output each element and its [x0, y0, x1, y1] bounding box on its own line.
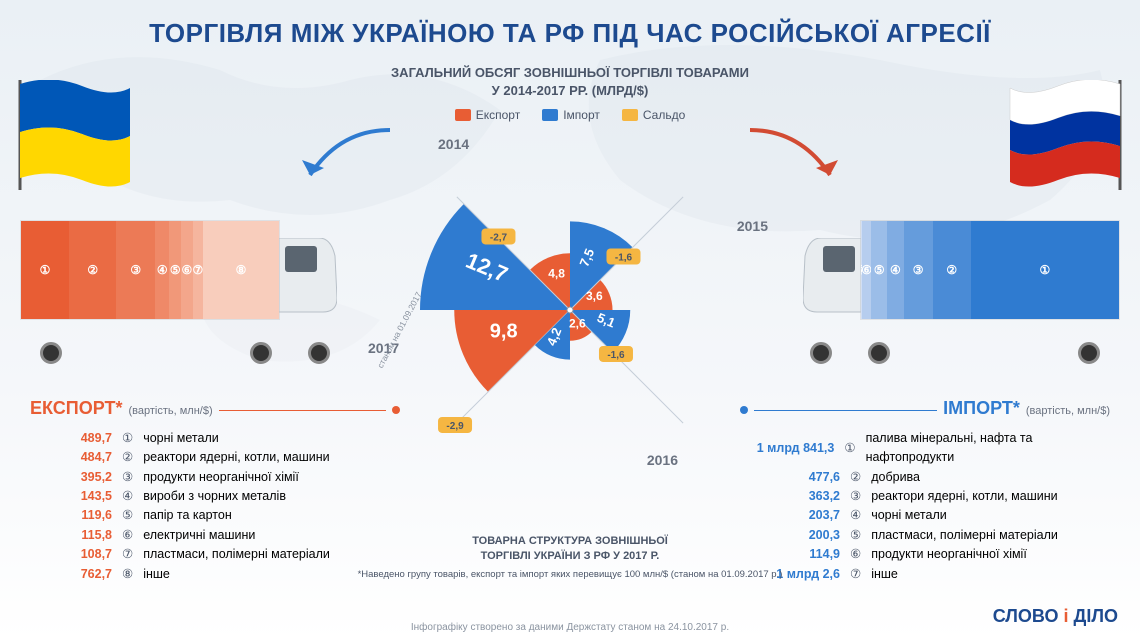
list-label: добрива: [871, 468, 920, 487]
list-label: чорні метали: [143, 429, 219, 448]
legend-saldo-swatch: [622, 109, 638, 121]
list-label: реактори ядерні, котли, машини: [871, 487, 1057, 506]
polar-chart: 12,79,8-2,97,54,8-2,75,13,6-1,64,22,6-1,…: [390, 130, 750, 490]
list-item: 489,7 ① чорні метали: [30, 429, 400, 448]
list-index: ①: [122, 429, 133, 448]
logo-i: і: [1064, 606, 1069, 626]
list-label: палива мінеральні, нафта та нафтопродукт…: [866, 429, 1110, 468]
svg-text:-2,7: -2,7: [490, 232, 508, 243]
truck-segment: ④: [887, 221, 903, 319]
list-label: реактори ядерні, котли, машини: [143, 448, 329, 467]
logo-word2: ДІЛО: [1074, 606, 1118, 626]
list-index: ④: [850, 506, 861, 525]
list-item: 477,6 ② добрива: [740, 468, 1110, 487]
svg-text:-1,6: -1,6: [615, 253, 633, 264]
subtitle: ЗАГАЛЬНИЙ ОБСЯГ ЗОВНІШНЬОЇ ТОРГІВЛІ ТОВА…: [0, 64, 1140, 100]
list-label: продукти неорганічної хімії: [143, 468, 299, 487]
truck-segment: ②: [69, 221, 116, 319]
list-value: 489,7: [30, 429, 112, 448]
list-value: 203,7: [740, 506, 840, 525]
legend-export-label: Експорт: [476, 108, 520, 122]
svg-text:-1,6: -1,6: [607, 350, 625, 361]
logo: СЛОВО і ДІЛО: [993, 606, 1118, 627]
truck-segment: ②: [933, 221, 971, 319]
export-truck: ①②③④⑤⑥⑦⑧: [20, 190, 350, 360]
list-value: 1 млрд 841,3: [740, 439, 834, 458]
chart-note-l1: ТОВАРНА СТРУКТУРА ЗОВНІШНЬОЇ: [0, 534, 1140, 549]
list-index: ③: [850, 487, 861, 506]
list-value: 395,2: [30, 468, 112, 487]
year-2016: 2016: [647, 452, 678, 468]
import-head-text: ІМПОРТ*: [943, 395, 1020, 423]
list-item: 1 млрд 841,3 ① палива мінеральні, нафта та…: [740, 429, 1110, 468]
truck-cab-icon: [279, 238, 337, 320]
list-item: 363,2 ③ реактори ядерні, котли, машини: [740, 487, 1110, 506]
year-2015: 2015: [737, 218, 768, 234]
list-item: 203,7 ④ чорні метали: [740, 506, 1110, 525]
list-item: 143,5 ④ вироби з чорних металів: [30, 487, 400, 506]
list-value: 143,5: [30, 487, 112, 506]
truck-segment: ⑤: [871, 221, 887, 319]
truck-segment: ⑧: [203, 221, 279, 319]
export-list-head: ЕКСПОРТ* (вартість, млн/$): [30, 395, 400, 423]
subtitle-line2: У 2014‑2017 РР. (МЛРД/$): [492, 83, 649, 98]
truck-segment: ①: [21, 221, 69, 319]
truck-cab-icon: [803, 238, 861, 320]
svg-text:3,6: 3,6: [586, 289, 603, 303]
chart-note-l2: ТОРГІВЛІ УКРАЇНИ З РФ У 2017 Р.: [0, 549, 1140, 564]
export-head-note: (вартість, млн/$): [128, 403, 212, 420]
footer-source: Інфографіку створено за даними Держстату…: [0, 622, 1140, 633]
legend-export-swatch: [455, 109, 471, 121]
import-truck: ⑦⑥⑤④③②①: [790, 190, 1120, 360]
legend-export: Експорт: [455, 108, 520, 122]
export-head-text: ЕКСПОРТ*: [30, 395, 122, 423]
list-value: 477,6: [740, 468, 840, 487]
subtitle-line1: ЗАГАЛЬНИЙ ОБСЯГ ЗОВНІШНЬОЇ ТОРГІВЛІ ТОВА…: [391, 65, 749, 80]
legend-import: Імпорт: [542, 108, 600, 122]
svg-text:2,6: 2,6: [569, 317, 586, 331]
truck-segment: ⑦: [193, 221, 204, 319]
list-label: вироби з чорних металів: [143, 487, 286, 506]
truck-segment: ⑥: [181, 221, 192, 319]
list-item: 119,6 ⑤ папір та картон: [30, 506, 400, 525]
truck-segment: ①: [971, 221, 1119, 319]
truck-segment: ④: [155, 221, 169, 319]
list-index: ①: [844, 439, 855, 458]
legend-saldo-label: Сальдо: [643, 108, 685, 122]
truck-segment: ⑥: [862, 221, 871, 319]
russia-flag-icon: [1008, 80, 1128, 190]
list-label: чорні метали: [871, 506, 947, 525]
list-item: 395,2 ③ продукти неорганічної хімії: [30, 468, 400, 487]
list-index: ④: [122, 487, 133, 506]
legend: Експорт Імпорт Сальдо: [0, 108, 1140, 122]
list-index: ②: [122, 448, 133, 467]
svg-text:9,8: 9,8: [490, 320, 518, 342]
main-title: ТОРГІВЛЯ МІЖ УКРАЇНОЮ ТА РФ ПІД ЧАС РОСІ…: [0, 18, 1140, 49]
svg-text:4,8: 4,8: [548, 267, 565, 281]
ukraine-flag-icon: [12, 80, 132, 190]
legend-saldo: Сальдо: [622, 108, 685, 122]
list-label: папір та картон: [143, 506, 232, 525]
list-value: 484,7: [30, 448, 112, 467]
list-item: 484,7 ② реактори ядерні, котли, машини: [30, 448, 400, 467]
chart-note-l3: *Наведено групу товарів, експорт та імпо…: [0, 568, 1140, 581]
truck-segment: ③: [904, 221, 933, 319]
legend-import-swatch: [542, 109, 558, 121]
list-value: 363,2: [740, 487, 840, 506]
import-list-head: ІМПОРТ* (вартість, млн/$): [740, 395, 1110, 423]
list-index: ③: [122, 468, 133, 487]
legend-import-label: Імпорт: [563, 108, 600, 122]
list-value: 119,6: [30, 506, 112, 525]
list-index: ②: [850, 468, 861, 487]
logo-word1: СЛОВО: [993, 606, 1059, 626]
list-index: ⑤: [122, 506, 133, 525]
truck-segment: ③: [116, 221, 155, 319]
chart-footnote: ТОВАРНА СТРУКТУРА ЗОВНІШНЬОЇ ТОРГІВЛІ УК…: [0, 534, 1140, 581]
svg-text:-2,9: -2,9: [446, 421, 464, 432]
import-head-note: (вартість, млн/$): [1026, 403, 1110, 420]
year-2014: 2014: [438, 136, 469, 152]
truck-segment: ⑤: [169, 221, 181, 319]
